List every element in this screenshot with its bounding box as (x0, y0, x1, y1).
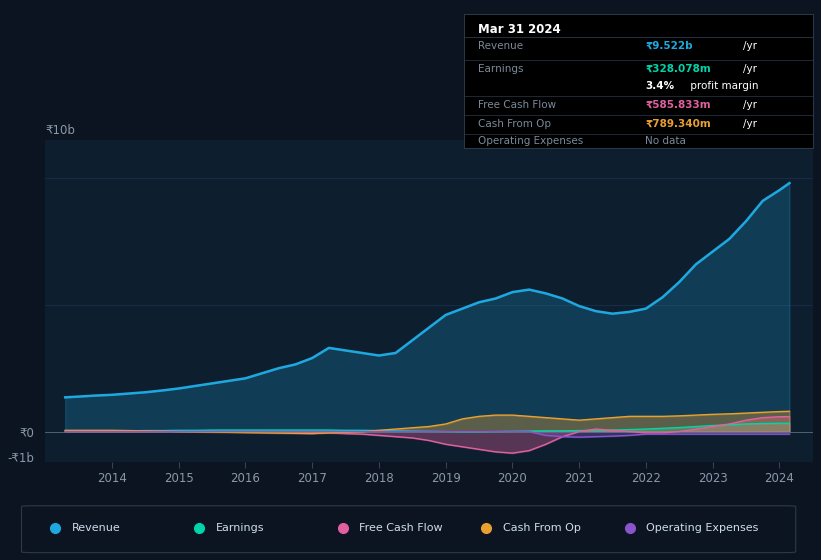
Text: 3.4%: 3.4% (645, 81, 674, 91)
Text: Free Cash Flow: Free Cash Flow (359, 523, 443, 533)
Text: profit margin: profit margin (687, 81, 759, 91)
Text: ₹10b: ₹10b (45, 124, 75, 137)
Text: Earnings: Earnings (216, 523, 264, 533)
Text: /yr: /yr (743, 100, 757, 110)
Text: Cash From Op: Cash From Op (502, 523, 580, 533)
Text: /yr: /yr (743, 41, 757, 51)
Text: Operating Expenses: Operating Expenses (478, 136, 583, 146)
Text: No data: No data (645, 136, 686, 146)
Text: ₹9.522b: ₹9.522b (645, 41, 693, 51)
Text: Cash From Op: Cash From Op (478, 119, 551, 129)
Text: Revenue: Revenue (72, 523, 121, 533)
Text: Mar 31 2024: Mar 31 2024 (478, 24, 561, 36)
Text: /yr: /yr (743, 64, 757, 74)
Text: Operating Expenses: Operating Expenses (646, 523, 759, 533)
Text: Revenue: Revenue (478, 41, 523, 51)
Text: ₹328.078m: ₹328.078m (645, 64, 711, 74)
Text: Free Cash Flow: Free Cash Flow (478, 100, 556, 110)
Text: ₹585.833m: ₹585.833m (645, 100, 711, 110)
Text: /yr: /yr (743, 119, 757, 129)
Text: Earnings: Earnings (478, 64, 523, 74)
Text: ₹789.340m: ₹789.340m (645, 119, 711, 129)
